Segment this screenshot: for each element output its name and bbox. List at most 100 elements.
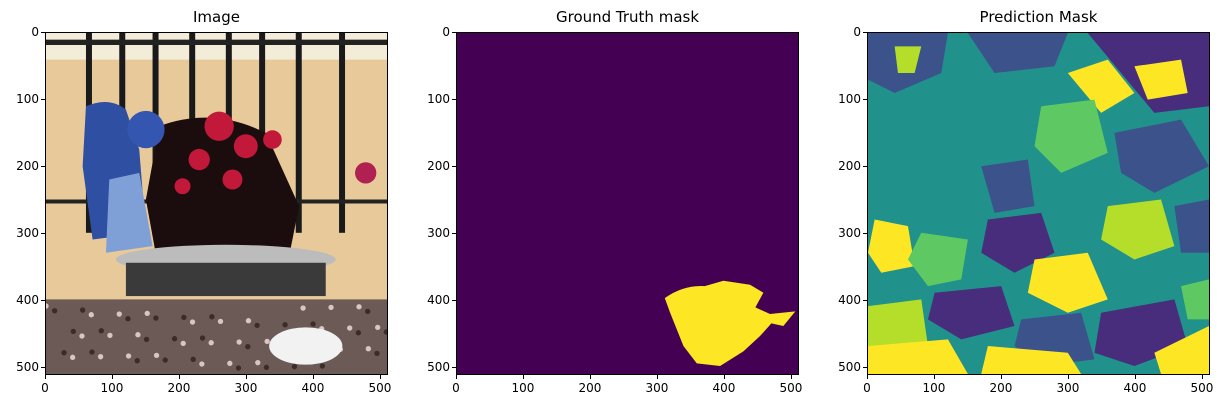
angel-head [127, 110, 165, 149]
gravel-stone [374, 350, 380, 357]
x-tick-mark [790, 375, 792, 379]
predicted-segment [868, 219, 915, 273]
gravel-stone [199, 335, 206, 341]
x-tick-label: 0 [863, 381, 871, 395]
gravel-stone [347, 325, 353, 331]
y-tick-mark [452, 299, 456, 301]
predicted-segment [1034, 99, 1108, 173]
y-tick-label: 400 [427, 292, 450, 307]
y-tick-label: 500 [427, 359, 450, 374]
gravel-stone [355, 330, 362, 336]
gravel-stone [254, 322, 260, 329]
x-tick-mark [867, 375, 868, 379]
y-tick-mark [41, 232, 45, 234]
predicted-segment [894, 46, 922, 73]
gravel-stone [375, 324, 381, 331]
predicted-segment [868, 339, 968, 374]
x-tick-label: 500 [779, 381, 803, 395]
gravel-stone [144, 310, 150, 317]
predicted-segment [907, 232, 968, 287]
predicted-segment [927, 286, 1015, 340]
y-tick-label: 100 [838, 91, 861, 106]
y-tick-mark [863, 299, 867, 301]
x-tick-mark [111, 375, 113, 379]
y-tick-label: 300 [427, 225, 450, 240]
red-flower [174, 178, 191, 195]
panel-axes-photo [45, 32, 388, 375]
predicted-segment [1181, 279, 1209, 320]
y-tick-label: 0 [853, 25, 861, 39]
gravel-stone [199, 361, 205, 367]
predicted-segment [894, 159, 968, 220]
y-tick-label: 300 [838, 225, 861, 240]
y-tick-mark [41, 299, 45, 301]
x-tick-mark [245, 375, 247, 379]
y-tick-label: 200 [427, 158, 450, 173]
angel-robe [105, 172, 153, 253]
gravel-stone [282, 322, 288, 328]
x-tick-mark [656, 375, 658, 379]
panel-axes-gt [456, 32, 799, 375]
y-tick-mark [41, 366, 45, 368]
gravel-stone [291, 364, 298, 370]
panel-title: Prediction Mask [979, 8, 1098, 26]
predicted-segment [981, 159, 1035, 213]
y-tick-mark [863, 366, 867, 368]
x-tick-label: 400 [1123, 381, 1147, 395]
x-tick-label: 400 [712, 381, 736, 395]
gravel-stone [264, 338, 270, 345]
gravel-stone [208, 340, 214, 346]
gravel-stone [135, 332, 141, 338]
predicted-segment [871, 99, 935, 167]
y-tick-label: 200 [838, 158, 861, 173]
gravel-stone [69, 354, 76, 361]
red-flower [222, 169, 243, 190]
y-tick-mark [863, 165, 867, 167]
y-tick-mark [863, 32, 867, 33]
planter [269, 327, 343, 365]
x-tick-mark [1067, 375, 1069, 379]
gravel-stone [143, 336, 150, 343]
gravel-stone [181, 314, 187, 321]
predicted-segment [981, 346, 1082, 374]
gravel-stone [190, 356, 196, 363]
y-tick-label: 100 [427, 91, 450, 106]
x-tick-label: 400 [301, 381, 325, 395]
fence-post [295, 33, 302, 233]
gravel-stone [153, 315, 159, 321]
photo-image [46, 33, 387, 374]
y-tick-mark [452, 32, 456, 33]
gravel-stone [97, 354, 104, 360]
x-tick-label: 300 [234, 381, 258, 395]
red-flower [233, 134, 258, 159]
gravel-stone [383, 329, 387, 335]
foreground-mask-region [664, 280, 796, 367]
x-tick-label: 500 [368, 381, 392, 395]
x-tick-label: 200 [578, 381, 602, 395]
x-tick-label: 100 [922, 381, 946, 395]
gravel-stone [217, 318, 224, 325]
x-tick-label: 0 [452, 381, 460, 395]
gravel-stone [162, 357, 168, 363]
y-tick-mark [41, 165, 45, 167]
gravel-stone [319, 363, 326, 369]
y-tick-mark [452, 165, 456, 167]
gravel-stone [310, 321, 316, 327]
gravel-stone [125, 353, 132, 359]
y-tick-label: 0 [442, 25, 450, 39]
red-flower [263, 130, 282, 149]
red-flower [204, 111, 234, 141]
fence-post [339, 33, 346, 233]
y-tick-label: 0 [31, 25, 39, 39]
x-tick-label: 300 [645, 381, 669, 395]
x-tick-mark [589, 375, 591, 379]
gravel-stone [89, 349, 95, 355]
gravel-stone [209, 314, 215, 320]
gravel-stone [328, 304, 334, 311]
gravel-stone [245, 344, 251, 350]
panel-title: Ground Truth mask [555, 8, 700, 26]
x-tick-mark [312, 375, 314, 379]
gravel-stone [70, 328, 76, 335]
gravel-stone [116, 311, 122, 317]
gravel-stone [227, 360, 233, 367]
